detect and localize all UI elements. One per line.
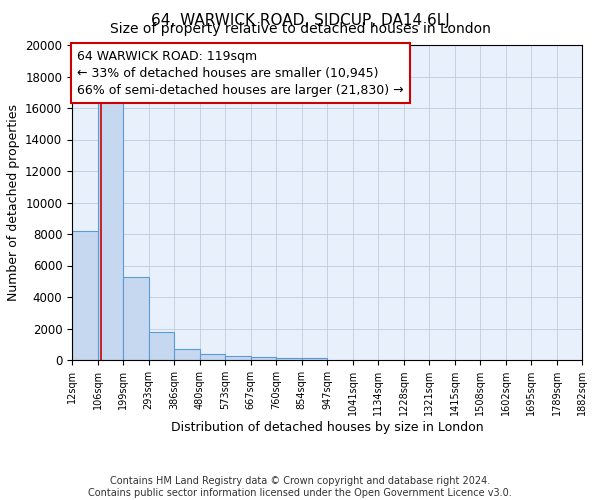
Bar — [276, 358, 302, 360]
Bar — [200, 354, 225, 360]
Bar — [123, 276, 149, 360]
Bar — [98, 98, 123, 360]
Bar — [302, 358, 327, 360]
Bar — [174, 349, 200, 360]
Text: 64, WARWICK ROAD, SIDCUP, DA14 6LJ: 64, WARWICK ROAD, SIDCUP, DA14 6LJ — [151, 12, 449, 28]
Bar — [149, 332, 174, 360]
X-axis label: Distribution of detached houses by size in London: Distribution of detached houses by size … — [170, 421, 484, 434]
Y-axis label: Number of detached properties: Number of detached properties — [7, 104, 20, 301]
Text: Contains HM Land Registry data © Crown copyright and database right 2024.
Contai: Contains HM Land Registry data © Crown c… — [88, 476, 512, 498]
Text: Size of property relative to detached houses in London: Size of property relative to detached ho… — [110, 22, 490, 36]
Bar — [225, 356, 251, 360]
Bar — [251, 357, 276, 360]
Text: 64 WARWICK ROAD: 119sqm
← 33% of detached houses are smaller (10,945)
66% of sem: 64 WARWICK ROAD: 119sqm ← 33% of detache… — [77, 50, 404, 96]
Bar — [72, 231, 98, 360]
